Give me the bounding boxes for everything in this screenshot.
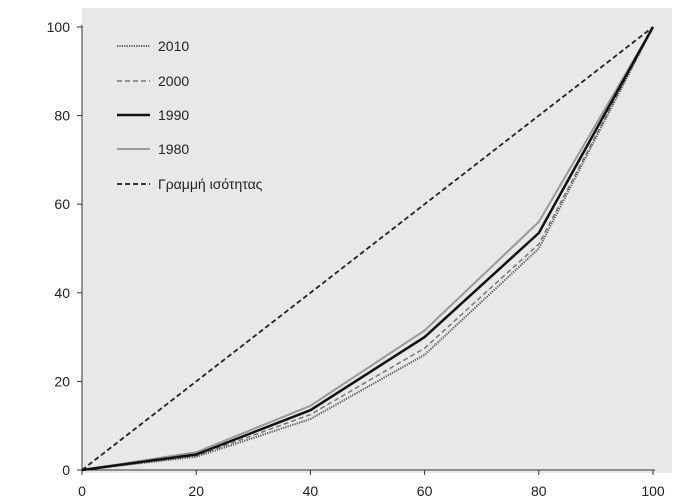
series-line-equality	[81, 26, 654, 471]
plot-background	[82, 8, 672, 473]
x-tick-label: 20	[188, 483, 204, 499]
legend-label: 1990	[158, 107, 189, 123]
series-line-1980	[81, 26, 654, 471]
series-group	[81, 26, 655, 472]
y-tick-label: 20	[54, 373, 70, 389]
legend-label: 2000	[158, 73, 189, 89]
y-tick-label: 80	[54, 108, 70, 124]
axes: 0 20 40 60 80 100 0 20 40 60 80 100	[47, 19, 665, 499]
y-tick-label: 40	[54, 285, 70, 301]
y-tick-label: 0	[62, 462, 70, 478]
legend: 2010 2000 1990 1980 Γραμμή ισότητας	[117, 38, 263, 192]
y-tick-label: 100	[47, 19, 71, 35]
series-line-2010	[81, 26, 654, 471]
x-tick-label: 60	[417, 483, 433, 499]
legend-label: Γραμμή ισότητας	[158, 176, 263, 192]
x-tick-label: 80	[531, 483, 547, 499]
legend-label: 2010	[158, 38, 189, 54]
x-tick-label: 40	[303, 483, 319, 499]
y-tick-label: 60	[54, 196, 70, 212]
x-tick-label: 0	[78, 483, 86, 499]
legend-label: 1980	[158, 141, 189, 157]
x-tick-label: 100	[641, 483, 665, 499]
series-line-1990	[81, 26, 655, 472]
series-line-2000	[81, 26, 654, 471]
